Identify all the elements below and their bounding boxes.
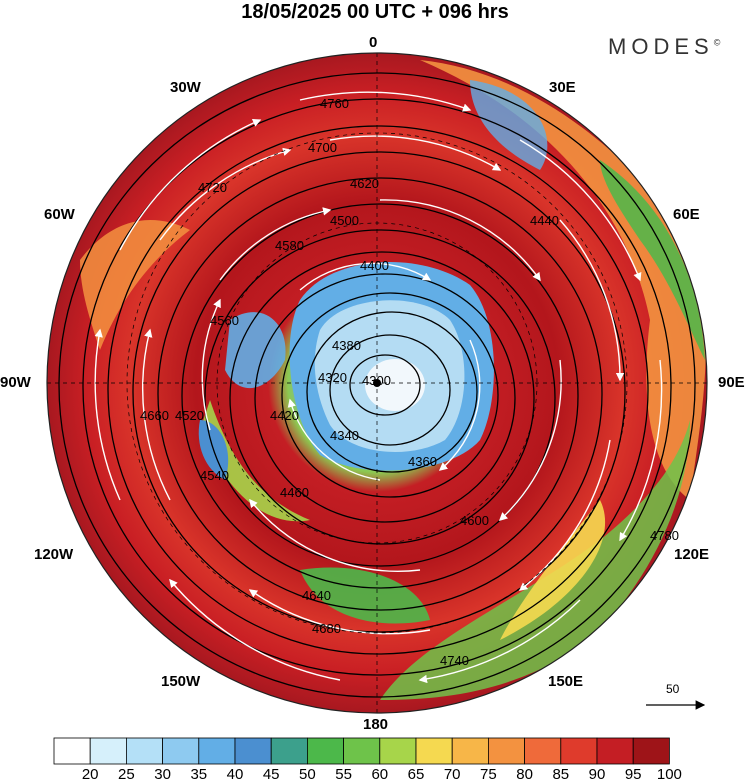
orange-patch-west (80, 220, 190, 350)
colorbar-tick-label: 20 (81, 766, 99, 783)
colorbar-swatch (632, 737, 670, 765)
green-band-southeast (380, 420, 690, 700)
colorbar-swatch (343, 737, 381, 765)
map-title: 18/05/2025 00 UTC + 096 hrs (241, 1, 509, 23)
colorbar-swatch (234, 737, 272, 765)
geopotential-contours (58, 72, 696, 698)
contour-label-4380: 4380 (332, 338, 361, 353)
contour-label-4400: 4400 (360, 258, 389, 273)
north-pole-marker (373, 379, 381, 387)
lon-label-30e: 30E (549, 79, 576, 96)
contour-label-4420: 4420 (270, 408, 299, 423)
colorbar-swatch (487, 737, 525, 765)
colorbar-tick-label: 85 (552, 766, 570, 783)
colorbar-tick-label: 25 (118, 766, 135, 783)
colorbar-tick-label: 90 (588, 766, 606, 783)
map-boundary (46, 52, 708, 714)
colorbar-swatch (306, 737, 344, 765)
modes-logo: MODES© (608, 34, 721, 59)
colorbar-tick-label: 60 (371, 766, 389, 783)
colorbar-tick-label: 30 (154, 766, 171, 783)
green-patch-northeast (600, 160, 705, 360)
contour-label-4560: 4560 (210, 313, 239, 328)
colorbar-tick-label: 100 (656, 766, 682, 783)
colorbar-tick-label: 80 (516, 766, 533, 783)
lon-label-150w: 150W (161, 673, 201, 690)
colorbar-tick-label: 95 (624, 766, 642, 783)
colorbar (53, 737, 670, 765)
contour-label-4780: 4780 (650, 528, 679, 543)
colorbar-tick-label: 55 (335, 766, 352, 783)
colorbar-swatch (379, 737, 417, 765)
contour-label-4580: 4580 (275, 238, 304, 253)
colorbar-tick-label: 75 (480, 766, 497, 783)
contour-labels: 4300 4320 4340 4360 4380 4400 4420 4440 … (140, 96, 679, 668)
lon-label-120w: 120W (34, 546, 74, 563)
contour-label-4680: 4680 (312, 621, 341, 636)
colorbar-tick-label: 50 (299, 766, 316, 783)
lon-label-150e: 150E (548, 673, 584, 690)
contour-label-4760: 4760 (320, 96, 349, 111)
contour-label-4520: 4520 (175, 408, 204, 423)
lon-label-180: 180 (363, 716, 389, 733)
yellow-patch-southeast (500, 500, 606, 640)
colorbar-swatch (270, 737, 308, 765)
lon-label-90w: 90W (0, 374, 31, 391)
colorbar-tick-label: 40 (226, 766, 244, 783)
colorbar-swatch (560, 737, 598, 765)
colorbar-swatch (451, 737, 489, 765)
contour-label-4300: 4300 (362, 373, 391, 388)
colorbar-swatch (596, 737, 634, 765)
contour-label-4460: 4460 (280, 485, 309, 500)
contour-label-4640: 4640 (302, 588, 331, 603)
contour-label-4440: 4440 (530, 213, 559, 228)
contour-label-4620: 4620 (350, 176, 379, 191)
colorbar-swatch (198, 737, 236, 765)
colorbar-tick-label: 35 (190, 766, 208, 783)
blue-patch-north (470, 80, 548, 170)
contour-label-4740: 4740 (440, 653, 469, 668)
lon-label-60e: 60E (673, 206, 700, 223)
contour-label-4540: 4540 (200, 468, 229, 483)
contour-label-4600: 4600 (460, 513, 489, 528)
colorbar-tick-label: 70 (443, 766, 461, 783)
lon-label-0: 0 (369, 34, 378, 51)
contour-label-4660: 4660 (140, 408, 169, 423)
colorbar-swatch (524, 737, 562, 765)
colorbar-swatch (126, 737, 164, 765)
colorbar-swatch (162, 737, 200, 765)
contour-label-4720: 4720 (198, 180, 227, 195)
lon-label-60w: 60W (44, 206, 75, 223)
wind-streamlines (94, 91, 663, 684)
colorbar-tick-label: 65 (407, 766, 425, 783)
colorbar-swatch (53, 737, 91, 765)
lon-label-30w: 30W (170, 79, 201, 96)
lon-label-120e: 120E (674, 546, 710, 563)
colorbar-swatch (415, 737, 453, 765)
contour-label-4340: 4340 (330, 428, 359, 443)
contour-label-4500: 4500 (330, 213, 359, 228)
lon-label-90e: 90E (718, 374, 745, 391)
contour-label-4700: 4700 (308, 140, 337, 155)
colorbar-tick-label: 45 (262, 766, 280, 783)
contour-label-4320: 4320 (318, 370, 347, 385)
blue-patch-west (225, 312, 286, 389)
contour-label-4360: 4360 (408, 454, 437, 469)
colorbar-swatch (89, 737, 127, 765)
reference-vector-label: 50 (666, 682, 680, 696)
